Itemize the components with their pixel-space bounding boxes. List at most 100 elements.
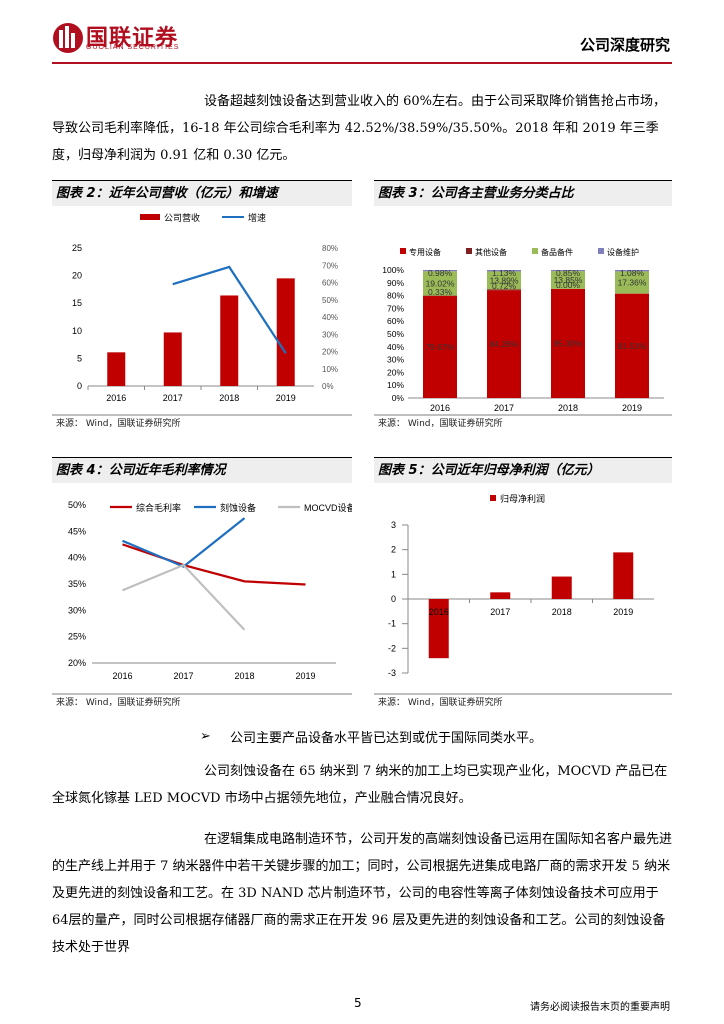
y2-tick-label: 10%: [322, 365, 338, 374]
figure-3: 图表 3：公司各主营业务分类占比 专用设备 其他设备 备品备件 设备维护 0% 10% 20…: [374, 180, 672, 437]
y-tick-label: 20%: [68, 658, 86, 668]
net-profit-chart: 归母净利润 -3 -2 -1 0 1 2 3 2016 2017 2018 2019: [374, 493, 672, 695]
legend-label: 专用设备: [409, 247, 441, 257]
y-tick-label: 80%: [387, 291, 404, 301]
paragraph-2: 公司刻蚀设备在 65 纳米到 7 纳米的加工上均已实现产业化，MOCVD 产品已…: [52, 758, 672, 812]
intro-text: 设备超越刻蚀设备达到营业收入的 60%左右。由于公司采取降价销售抢占市场，导致公…: [52, 94, 667, 163]
stacked-segment: [615, 270, 649, 272]
x-tick-label: 2019: [295, 671, 315, 681]
legend-swatch-revenue: [140, 214, 160, 220]
y-tick-label: 25%: [68, 632, 86, 642]
data-label: 13.85%: [554, 275, 583, 285]
figure-source: 来源： Wind，国联证券研究所: [378, 419, 503, 429]
revenue-bar: [163, 332, 182, 386]
y-tick-label: 3: [391, 520, 396, 530]
y-tick-label: 1: [391, 569, 396, 579]
revenue-chart: 公司营收 增速 0 5 10 15 20 25 0% 10% 20% 30% 40% 50% 60% 70% 8…: [52, 212, 352, 416]
stacked-segment: [487, 290, 521, 398]
y2-tick-label: 50%: [322, 296, 338, 305]
y-tick-label: 20%: [387, 367, 404, 377]
data-label: 85.30%: [554, 338, 583, 348]
x-tick-label: 2018: [219, 393, 239, 403]
report-type: 公司深度研究: [579, 36, 670, 54]
stacked-segment: [423, 271, 457, 296]
y-tick-label: 30%: [387, 355, 404, 365]
series-line: [122, 563, 246, 631]
figure-5: 图表 5：公司近年归母净利润（亿元） 归母净利润 -3 -2 -1 0 1 2 3 2016 20…: [374, 457, 672, 715]
header-divider: [52, 62, 672, 64]
x-tick-label: 2017: [173, 671, 193, 681]
y-tick-label: 0: [77, 381, 82, 391]
y-tick-label: 90%: [387, 278, 404, 288]
stacked-segment: [551, 270, 585, 272]
bullet-arrow-icon: ➢: [200, 729, 211, 744]
logo-subtitle: GUOLIAN SECURITIES: [86, 44, 180, 51]
x-tick-label: 2018: [558, 403, 578, 413]
data-label: 0.00%: [556, 280, 581, 290]
logo-icon: [53, 23, 83, 53]
x-tick-label: 2019: [613, 607, 633, 617]
paragraph-2-text: 公司刻蚀设备在 65 纳米到 7 纳米的加工上均已实现产业化，MOCVD 产品已…: [52, 764, 668, 806]
x-tick-label: 2018: [552, 607, 572, 617]
figure-title: 图表 5：公司近年归母净利润（亿元）: [374, 457, 672, 483]
y-tick-label: 0%: [392, 393, 405, 403]
logo-mark: [52, 20, 84, 54]
y2-tick-label: 80%: [322, 244, 338, 253]
revenue-bar: [276, 278, 295, 386]
y-tick-label: 40%: [387, 342, 404, 352]
legend-swatch: [400, 248, 406, 254]
logo-name: 国联证券: [86, 26, 179, 51]
figure-2: 图表 2：近年公司营收（亿元）和增速 公司营收 增速 0 5 10 15 20 25 0% 10%…: [52, 180, 352, 437]
bullet-text: 公司主要产品设备水平皆已达到或优于国际同类水平。: [230, 731, 543, 746]
y-tick-label: 60%: [387, 316, 404, 326]
data-label: 1.13%: [492, 268, 517, 278]
profit-bar: [551, 576, 572, 599]
legend-label: MOCVD设备: [304, 502, 352, 513]
disclaimer-link[interactable]: 请务必阅读报告末页的重要声明: [530, 1002, 670, 1013]
y-tick-label: -2: [388, 643, 396, 653]
y-tick-label: 35%: [68, 579, 86, 589]
figure-title: 图表 3：公司各主营业务分类占比: [374, 180, 672, 206]
legend-label: 备品备件: [541, 247, 573, 257]
y-tick-label: 2: [391, 545, 396, 555]
x-tick-label: 2017: [163, 393, 183, 403]
y2-tick-label: 40%: [322, 313, 338, 322]
data-label: 0.98%: [428, 268, 453, 278]
y-tick-label: 50%: [387, 329, 404, 339]
y-tick-label: 20: [72, 271, 82, 281]
y2-tick-label: 30%: [322, 330, 338, 339]
y-tick-label: 10%: [387, 380, 404, 390]
x-tick-label: 2017: [494, 403, 514, 413]
legend-swatch: [466, 248, 472, 254]
stacked-segment: [615, 271, 649, 294]
legend-label: 刻蚀设备: [220, 502, 256, 513]
data-label: 0.72%: [492, 281, 517, 291]
figure-title: 图表 4：公司近年毛利率情况: [52, 457, 352, 483]
data-label: 79.67%: [426, 342, 455, 352]
x-tick-label: 2019: [622, 403, 642, 413]
stacked-segment: [615, 293, 649, 398]
y2-tick-label: 70%: [322, 261, 338, 270]
profit-bar: [613, 552, 634, 599]
stacked-segment: [551, 271, 585, 289]
data-label: 13.89%: [490, 275, 519, 285]
y-tick-label: -1: [388, 619, 396, 629]
y-tick-label: 45%: [68, 526, 86, 536]
figure-source: 来源： Wind，国联证券研究所: [378, 698, 503, 708]
data-label: 81.51%: [618, 341, 647, 351]
stacked-segment: [487, 271, 521, 290]
legend-label: 归母净利润: [500, 493, 545, 504]
x-tick-label: 2016: [429, 607, 449, 617]
y-tick-label: 25: [72, 243, 82, 253]
data-label: 19.02%: [426, 278, 455, 288]
y2-tick-label: 0%: [322, 382, 334, 391]
figure-title: 图表 2：近年公司营收（亿元）和增速: [52, 180, 352, 206]
figure-4: 图表 4：公司近年毛利率情况 综合毛利率 刻蚀设备 MOCVD设备 20% 25% 30%…: [52, 457, 352, 715]
y2-tick-label: 20%: [322, 348, 338, 357]
profit-bar: [428, 599, 449, 659]
y-tick-label: 5: [77, 353, 82, 363]
data-label: 0.33%: [428, 287, 453, 297]
paragraph-3: 在逻辑集成电路制造环节，公司开发的高端刻蚀设备已运用在国际知名客户最先进的生产线…: [52, 826, 672, 961]
intro-paragraph: 设备超越刻蚀设备达到营业收入的 60%左右。由于公司采取降价销售抢占市场，导致公…: [52, 88, 672, 169]
legend-swatch: [532, 248, 538, 254]
